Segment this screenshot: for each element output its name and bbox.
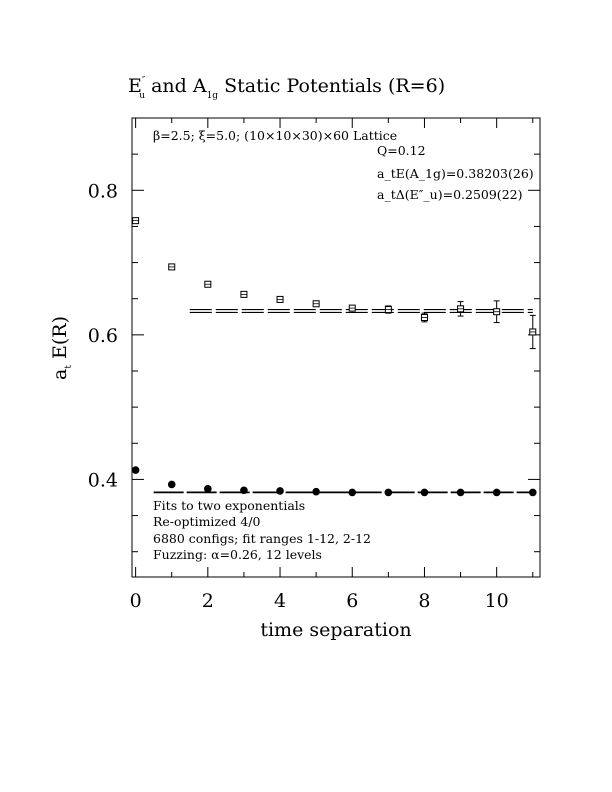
note-line: 6880 configs; fit ranges 1-12, 2-12 [153,531,371,546]
axis-ticks [132,117,540,577]
ground-data-point [528,488,537,497]
ground-data-point [384,488,393,497]
x-tick-label: 8 [418,590,430,612]
ground-data-point [456,488,465,497]
ground-data-point [312,487,320,496]
y-label-post: E(R) [49,316,71,365]
ground-data-point [240,486,248,495]
y-tick-labels: 0.4 0.6 0.8 [88,180,118,491]
title-pre-sup: ″ [142,76,146,86]
ground-data-point [276,487,284,495]
y-tick-label: 0.4 [88,469,118,491]
lattice-annotation: β=2.5; ξ=5.0; (10×10×30)×60 Lattice [153,128,397,143]
x-tick-label: 2 [202,590,214,612]
title-mid: and A [145,75,207,97]
ground-data-point [492,488,501,497]
plot-frame [131,117,541,578]
y-label-pre: a [49,369,71,380]
title-pre: E [128,75,142,97]
y-axis-label: at E(R) [49,316,74,380]
note-line: Fuzzing: α=0.26, 12 levels [153,547,322,562]
y-label-sub: t [64,365,74,369]
note-line: Fits to two exponentials [153,498,305,513]
title-post: Static Potentials (R=6) [218,75,445,97]
a1g-fit-annotation: a_tE(A_1g)=0.38203(26) [377,166,534,181]
title-mid-sub: 1g [207,91,219,101]
x-tick-label: 4 [274,590,286,612]
data-markers [131,217,537,497]
x-axis-label: time separation [260,619,411,641]
x-tick-label: 6 [346,590,358,612]
ground-data-point [167,480,176,489]
y-tick-label: 0.8 [88,180,118,202]
chart-title: E″ u and A1g Static Potentials (R=6) [128,75,445,101]
y-tick-label: 0.6 [88,325,118,347]
ground-data-point [348,488,357,497]
x-tick-label: 0 [130,590,142,612]
title-pre-sub: u [139,91,145,101]
note-line: Re-optimized 4/0 [153,514,261,529]
fit-lines [153,309,533,494]
gap-fit-annotation: a_tΔ(E″_u)=0.2509(22) [377,187,522,202]
q-annotation: Q=0.12 [377,143,426,158]
ground-data-point [131,466,140,474]
ground-data-point [420,488,429,497]
x-tick-labels: 0 2 4 6 8 10 [130,590,509,612]
ground-data-point [204,485,212,493]
x-tick-label: 10 [485,590,509,612]
